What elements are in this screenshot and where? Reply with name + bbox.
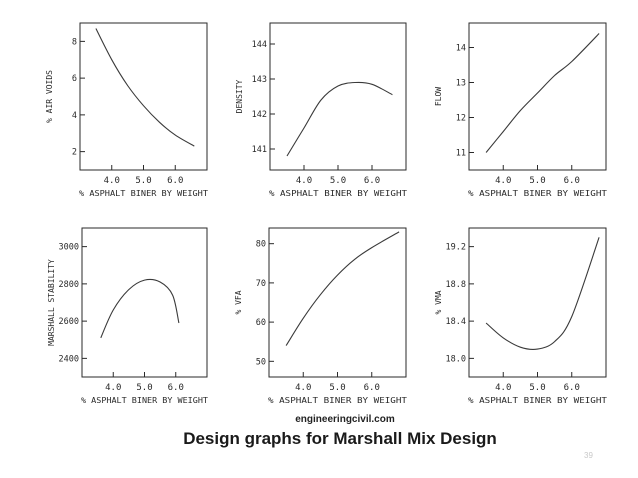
chart-panel-4: 4.0 5.0 6.0 2400 2600 2800 3000 % ASPHALT BINER… [47,227,208,405]
plot-frame [79,22,208,171]
x-tick-label: 6.0 [564,383,580,393]
series-line [100,278,180,339]
y-tick-label: 4 [72,111,77,121]
series-line [285,231,400,346]
y-tick-label: 50 [256,357,266,367]
x-axis-label: % ASPHALT BINER BY WEIGHT [81,396,208,405]
x-tick-label: 5.0 [135,176,151,186]
plot-frame [268,227,407,378]
y-tick-label: 19.2 [446,243,466,253]
y-tick-label: 14 [456,44,466,54]
x-tick-label: 6.0 [167,176,183,186]
y-tick-label: 80 [256,240,266,250]
y-tick-label: 2800 [59,280,79,290]
x-axis-label: % ASPHALT BINER BY WEIGHT [468,396,607,405]
y-tick-label: 2 [72,148,77,158]
series-line [286,81,393,157]
chart-panel-1: 4.0 5.0 6.0 2 4 6 8 % ASPHALT BINER BY WEIGHT % … [45,22,208,198]
x-tick-label: 5.0 [529,383,545,393]
y-tick-label: 18.0 [446,354,466,364]
y-tick-label: 141 [252,145,267,155]
y-axis-label: % VFA [234,290,243,314]
series-line [485,33,600,153]
y-tick-label: 13 [456,79,466,89]
y-tick-label: 18.8 [446,280,466,290]
x-tick-label: 6.0 [364,176,380,186]
x-tick-label: 4.0 [495,176,511,186]
x-tick-label: 4.0 [104,176,120,186]
y-tick-label: 144 [252,40,267,50]
y-tick-label: 8 [72,37,77,47]
y-tick-label: 2600 [59,317,79,327]
x-axis-label: % ASPHALT BINER BY WEIGHT [79,189,208,198]
chart-panel-2: 4.0 5.0 6.0 141 142 143 144 % ASPHALT BINER BY … [235,22,407,198]
x-tick-label: 4.0 [105,383,121,393]
x-tick-label: 4.0 [295,383,311,393]
x-tick-label: 5.0 [136,383,152,393]
plot-frame [269,22,407,171]
y-tick-label: 18.4 [446,317,466,327]
plot-frame [81,227,208,378]
y-tick-label: 143 [252,75,267,85]
y-tick-label: 6 [72,74,77,84]
y-axis-label: MARSHALL STABILITY [47,259,56,346]
x-tick-label: 6.0 [564,176,580,186]
x-axis-label: % ASPHALT BINER BY WEIGHT [269,189,407,198]
x-tick-label: 6.0 [364,383,380,393]
chart-panel-6: 4.0 5.0 6.0 18.0 18.4 18.8 19.2 % ASPHALT BINER… [434,227,607,405]
y-tick-label: 70 [256,279,266,289]
y-tick-label: 3000 [59,243,79,253]
y-tick-label: 12 [456,114,466,124]
y-tick-label: 11 [456,149,466,159]
x-tick-label: 5.0 [529,176,545,186]
x-tick-label: 4.0 [495,383,511,393]
y-tick-label: 2400 [59,354,79,364]
page-number: 39 [584,451,593,460]
x-tick-label: 6.0 [168,383,184,393]
series-line [485,237,600,350]
x-tick-label: 5.0 [330,176,346,186]
figure-caption: Design graphs for Marshall Mix Design [183,429,497,448]
y-tick-label: 60 [256,318,266,328]
y-axis-label: FLOW [434,87,443,106]
y-axis-label: DENSITY [235,79,244,113]
chart-panel-3: 4.0 5.0 6.0 11 12 13 14 % ASPHALT BINER BY WEIG… [434,22,607,198]
y-axis-label: % VMA [434,290,443,314]
x-axis-label: % ASPHALT BINER BY WEIGHT [268,396,407,405]
x-tick-label: 5.0 [329,383,345,393]
x-tick-label: 4.0 [296,176,312,186]
plot-frame [468,227,607,378]
y-axis-label: % AIR VOIDS [45,70,54,123]
y-tick-label: 142 [252,110,267,120]
chart-panel-5: 4.0 5.0 6.0 50 60 70 80 % ASPHALT BINER BY WEIG… [234,227,407,405]
source-label: engineeringcivil.com [295,414,395,425]
x-axis-label: % ASPHALT BINER BY WEIGHT [468,189,607,198]
series-line [95,28,195,147]
